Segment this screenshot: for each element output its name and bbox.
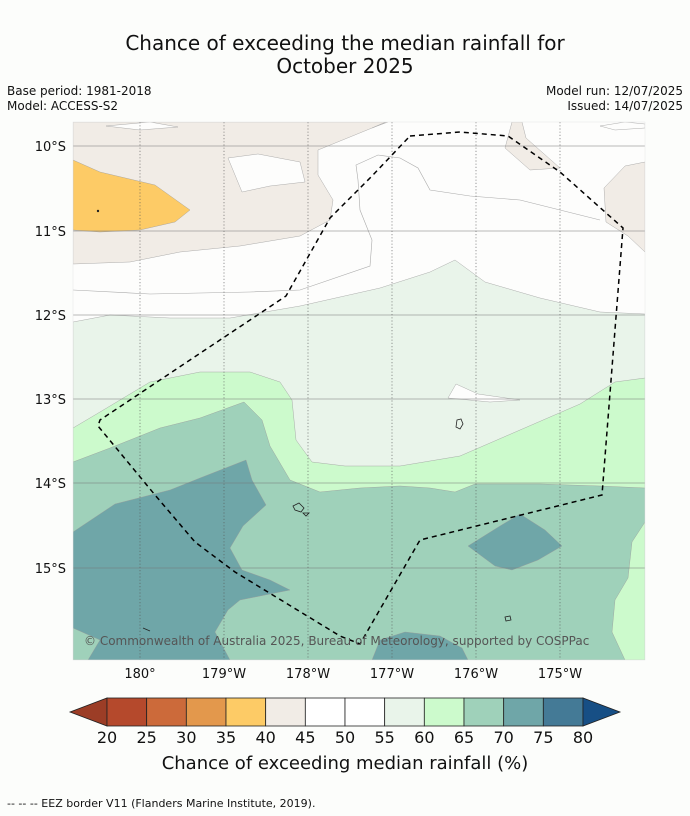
colorbar-segment	[384, 697, 425, 727]
lon-label: 175°W	[538, 667, 582, 682]
colorbar-tick-label: 40	[255, 728, 275, 747]
copyright-text: © Commonwealth of Australia 2025, Bureau…	[84, 634, 589, 648]
colorbar-tick-label: 65	[454, 728, 474, 747]
lat-label: 12°S	[35, 309, 66, 324]
meridian-lines	[139, 122, 561, 660]
colorbar-segment	[106, 697, 148, 727]
map-title: Chance of exceeding the median rainfall …	[0, 32, 690, 78]
colorbar-tick-label: 60	[414, 728, 434, 747]
colorbar-tick-label: 80	[573, 728, 593, 747]
lon-label: 177°W	[370, 667, 414, 682]
colorbar-segment	[225, 697, 267, 727]
colorbar-tick-label: 70	[493, 728, 513, 747]
colorbar-segment	[423, 697, 465, 727]
colorbar-segment	[185, 697, 227, 727]
lat-label: 14°S	[35, 477, 66, 492]
meta-left: Base period: 1981-2018 Model: ACCESS-S2	[7, 84, 152, 114]
longitude-labels: 180° 179°W 178°W 177°W 176°W 175°W	[124, 667, 582, 682]
contour-line-2	[371, 122, 387, 129]
model-text: Model: ACCESS-S2	[7, 99, 119, 113]
map-panel: © Commonwealth of Australia 2025, Bureau…	[73, 122, 645, 660]
title-line-1: Chance of exceeding the median rainfall …	[125, 31, 565, 55]
colorbar-segment	[503, 697, 544, 727]
map-frame	[72, 121, 646, 661]
lat-label: 15°S	[35, 562, 66, 577]
contour-line-1	[73, 154, 601, 295]
lat-label: 11°S	[35, 225, 66, 240]
colorbar-tick-label: 25	[136, 728, 156, 747]
latitude-labels: 10°S 11°S 12°S 13°S 14°S 15°S	[35, 140, 66, 577]
region-40-45-east	[603, 161, 645, 253]
colorbar-tick-label: 35	[216, 728, 236, 747]
title-line-2: October 2025	[276, 54, 414, 78]
eez-border	[97, 131, 624, 645]
islands	[96, 209, 512, 632]
colorbar-segment	[542, 697, 584, 727]
issued-text: Issued: 14/07/2025	[567, 99, 683, 113]
colorbar-tick-label: 50	[335, 728, 355, 747]
colorbar-over-arrow	[582, 697, 622, 727]
colorbar-segment	[304, 697, 346, 727]
footer-text: -- -- -- EEZ border V11 (Flanders Marine…	[7, 797, 316, 810]
colorbar-tick-label: 20	[97, 728, 117, 747]
colorbar-tick-label: 75	[533, 728, 553, 747]
colorbar-segment	[344, 697, 386, 727]
colorbar: 20 25 30 35 40 45 50 55 60 65 70 75 80	[68, 697, 622, 747]
meta-right: Model run: 12/07/2025 Issued: 14/07/2025	[546, 84, 683, 114]
lat-label: 13°S	[35, 393, 66, 408]
colorbar-segment	[265, 697, 306, 727]
colorbar-segment	[146, 697, 187, 727]
colorbar-tick-label: 45	[295, 728, 315, 747]
lon-label: 179°W	[202, 667, 246, 682]
colorbar-segment	[463, 697, 505, 727]
lon-label: 176°W	[454, 667, 498, 682]
region-35-40	[73, 159, 191, 233]
lon-label: 180°	[124, 667, 155, 682]
colorbar-tick-label: 30	[176, 728, 196, 747]
colorbar-tick-label: 55	[374, 728, 394, 747]
region-white-topleft	[105, 122, 179, 131]
colorbar-label: Chance of exceeding median rainfall (%)	[161, 753, 529, 774]
base-period-text: Base period: 1981-2018	[7, 84, 152, 98]
region-white-sliver	[447, 383, 521, 403]
lat-label: 10°S	[35, 140, 66, 155]
colorbar-under-arrow	[68, 697, 108, 727]
region-white-pocket	[227, 153, 306, 193]
region-70-75-east	[467, 513, 563, 571]
region-white-topright	[599, 122, 645, 131]
model-run-text: Model run: 12/07/2025	[545, 84, 683, 98]
region-70-75-south	[371, 631, 469, 660]
parallel-lines	[73, 145, 645, 569]
region-70-75-west	[73, 459, 291, 660]
lon-label: 178°W	[286, 667, 330, 682]
